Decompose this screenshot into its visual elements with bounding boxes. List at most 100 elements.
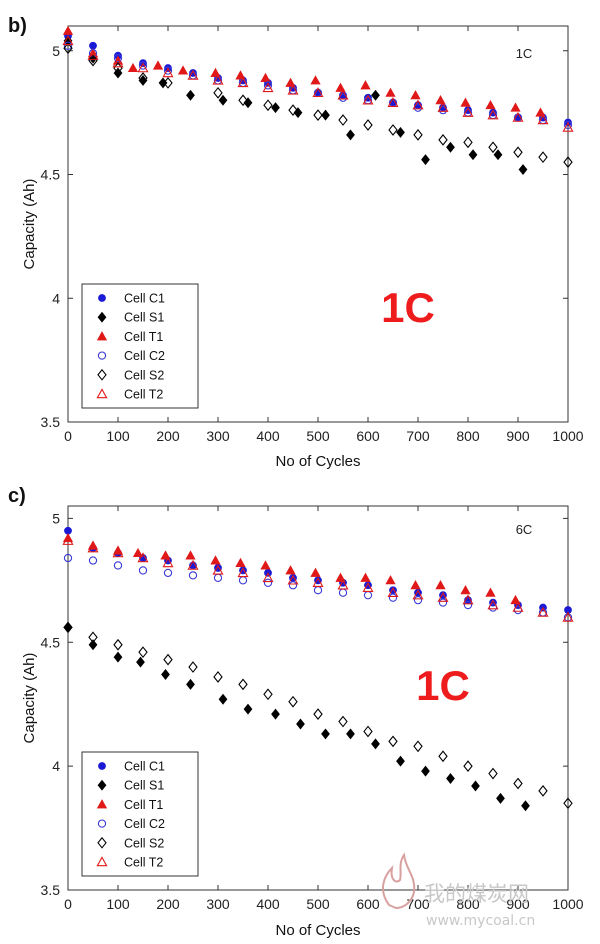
data-point xyxy=(62,25,74,35)
x-tick-label: 300 xyxy=(206,896,230,912)
data-point xyxy=(388,735,398,748)
legend-label: Cell C2 xyxy=(124,349,165,363)
legend-marker xyxy=(97,779,107,791)
data-point xyxy=(310,567,321,577)
legend-marker xyxy=(97,819,107,828)
data-point xyxy=(538,151,548,164)
data-point xyxy=(161,668,170,680)
data-point xyxy=(237,567,249,578)
x-tick-label: 200 xyxy=(156,896,180,912)
y-tick-label: 5 xyxy=(52,43,60,59)
legend-label: Cell S2 xyxy=(124,368,164,382)
watermark-url: www.mycoal.cn xyxy=(426,913,535,929)
data-point xyxy=(187,69,199,80)
data-point xyxy=(421,154,430,166)
data-point xyxy=(137,62,149,73)
data-point xyxy=(88,556,98,565)
x-tick-label: 500 xyxy=(306,896,330,912)
data-point xyxy=(562,611,574,622)
x-tick-label: 700 xyxy=(406,896,430,912)
data-point xyxy=(563,797,573,810)
data-point xyxy=(263,578,273,587)
data-point xyxy=(488,767,498,780)
data-point xyxy=(496,792,505,804)
data-point xyxy=(518,164,528,176)
data-point xyxy=(388,593,398,602)
data-point xyxy=(413,595,423,605)
data-point xyxy=(538,785,548,797)
data-point xyxy=(288,581,298,590)
data-point xyxy=(63,35,73,47)
data-point xyxy=(462,106,474,117)
data-point xyxy=(468,149,478,161)
legend-box xyxy=(81,751,199,877)
x-axis-title: No of Cycles xyxy=(275,922,360,939)
x-tick-label: 900 xyxy=(506,896,530,912)
x-tick-label: 600 xyxy=(356,428,380,444)
data-point xyxy=(218,94,228,106)
data-point xyxy=(537,606,549,617)
data-point xyxy=(338,715,348,728)
y-tick-label: 3.5 xyxy=(41,882,61,898)
x-tick-label: 100 xyxy=(106,428,130,444)
x-axis-title: No of Cycles xyxy=(275,453,360,470)
legend-label: Cell T1 xyxy=(124,330,163,344)
data-point xyxy=(218,693,228,705)
data-point xyxy=(260,560,271,570)
legend-label: Cell S1 xyxy=(124,779,164,793)
data-point xyxy=(160,550,171,560)
data-point xyxy=(88,639,98,651)
watermark-title: 我的煤炭网 xyxy=(424,882,529,906)
data-point xyxy=(287,574,299,585)
x-tick-label: 1000 xyxy=(552,428,583,444)
series-cell-s1 xyxy=(63,621,530,812)
data-point xyxy=(521,800,530,812)
data-point xyxy=(210,67,221,78)
data-point xyxy=(412,99,424,110)
data-point xyxy=(87,542,99,553)
data-point xyxy=(262,572,274,583)
data-point xyxy=(413,129,423,141)
legend-label: Cell S2 xyxy=(124,836,164,850)
data-point xyxy=(293,107,303,119)
series-cell-t2 xyxy=(62,534,574,622)
c-rate-label: 1C xyxy=(516,46,533,61)
data-point xyxy=(285,565,296,575)
data-point xyxy=(313,708,323,720)
data-point xyxy=(238,678,248,691)
data-point xyxy=(537,114,549,125)
data-point xyxy=(235,70,246,80)
data-point xyxy=(235,557,246,567)
data-point xyxy=(438,750,448,763)
x-tick-label: 1000 xyxy=(552,896,583,912)
chart-panel-c: 0 100 200 300 400 500 600 700 800 900 1000 3.5 4 4.5 5… xyxy=(8,485,584,939)
data-point xyxy=(87,49,99,60)
data-point xyxy=(337,89,349,100)
data-point xyxy=(263,81,273,90)
data-point xyxy=(362,94,374,105)
data-point xyxy=(88,49,98,58)
data-point xyxy=(185,550,196,560)
data-point xyxy=(346,728,355,740)
data-point xyxy=(493,149,503,161)
data-point xyxy=(410,90,421,100)
data-point xyxy=(396,126,405,138)
data-point xyxy=(88,631,98,644)
x-tick-label: 300 xyxy=(206,428,230,444)
overlay-rate-label: 1C xyxy=(416,662,470,709)
series-cell-s2 xyxy=(63,621,573,810)
y-tick-label: 4 xyxy=(52,290,60,306)
data-point xyxy=(563,120,573,130)
legend-marker xyxy=(96,388,108,399)
data-point xyxy=(136,656,145,668)
data-point xyxy=(388,124,398,136)
data-point xyxy=(463,600,473,610)
data-point xyxy=(310,75,321,85)
x-tick-label: 500 xyxy=(306,428,330,444)
data-point xyxy=(562,121,574,132)
panel-letter: b) xyxy=(8,15,27,37)
data-point xyxy=(288,104,298,117)
data-point xyxy=(187,559,199,570)
series-cell-t2 xyxy=(62,35,574,132)
data-point xyxy=(63,621,73,634)
